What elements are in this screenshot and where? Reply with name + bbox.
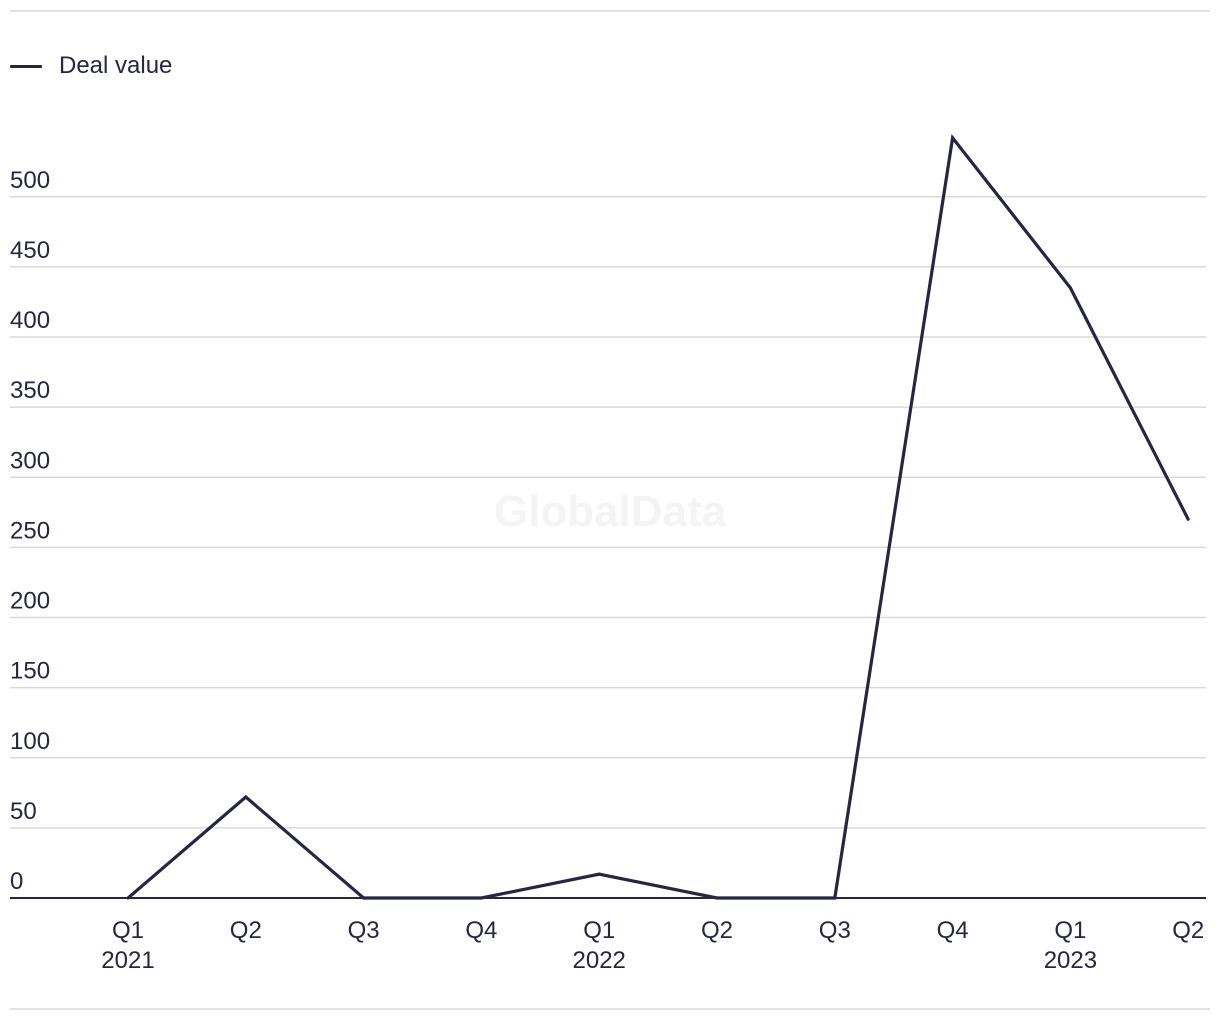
- x-tick-year-label: 2023: [1044, 947, 1097, 974]
- y-tick-label: 250: [10, 517, 50, 544]
- y-tick-label: 300: [10, 447, 50, 474]
- data-point: [833, 896, 837, 900]
- x-tick-label: Q4: [937, 917, 969, 944]
- x-axis-ticks: Q1 2021 Q2 Q3 Q4 Q1 2022 Q2 Q3 Q4 Q1 2023 Q2: [101, 917, 1204, 974]
- bottom-rule: [10, 1008, 1210, 1010]
- x-tick-label: Q2: [701, 917, 733, 944]
- watermark: GlobalData: [494, 487, 727, 536]
- data-point: [597, 872, 601, 876]
- data-point: [715, 896, 719, 900]
- y-tick-label: 200: [10, 588, 50, 615]
- data-point: [1068, 286, 1072, 290]
- y-tick-label: 350: [10, 377, 50, 404]
- x-tick-label: Q1: [1054, 917, 1086, 944]
- data-point: [244, 795, 248, 799]
- data-point: [362, 896, 366, 900]
- x-tick-label: Q1: [583, 917, 615, 944]
- data-point: [1186, 517, 1190, 521]
- y-axis-ticks: 0 50 100 150 200 250 300 350 400 450 500: [10, 167, 50, 895]
- y-tick-label: 150: [10, 658, 50, 685]
- data-point: [126, 896, 130, 900]
- x-tick-label: Q2: [230, 917, 262, 944]
- series-group: [126, 133, 1190, 900]
- y-tick-label: 450: [10, 237, 50, 264]
- legend: Deal value: [10, 52, 172, 80]
- x-tick-label: Q3: [348, 917, 380, 944]
- y-tick-label: 400: [10, 307, 50, 334]
- x-tick-label: Q3: [819, 917, 851, 944]
- series-line-deal-value: [126, 133, 1190, 900]
- x-tick-label: Q2: [1172, 917, 1204, 944]
- y-tick-label: 0: [10, 868, 23, 895]
- y-tick-label: 50: [10, 798, 37, 825]
- x-tick-year-label: 2021: [101, 947, 154, 974]
- y-tick-label: 500: [10, 167, 50, 194]
- y-tick-label: 100: [10, 728, 50, 755]
- top-rule: [10, 10, 1210, 12]
- data-point: [479, 896, 483, 900]
- x-tick-year-label: 2022: [573, 947, 626, 974]
- legend-swatch: [10, 64, 42, 68]
- gridlines: [10, 196, 1206, 829]
- x-tick-label: Q1: [112, 917, 144, 944]
- legend-label: Deal value: [59, 52, 173, 79]
- x-tick-label: Q4: [465, 917, 497, 944]
- data-point: [951, 136, 955, 140]
